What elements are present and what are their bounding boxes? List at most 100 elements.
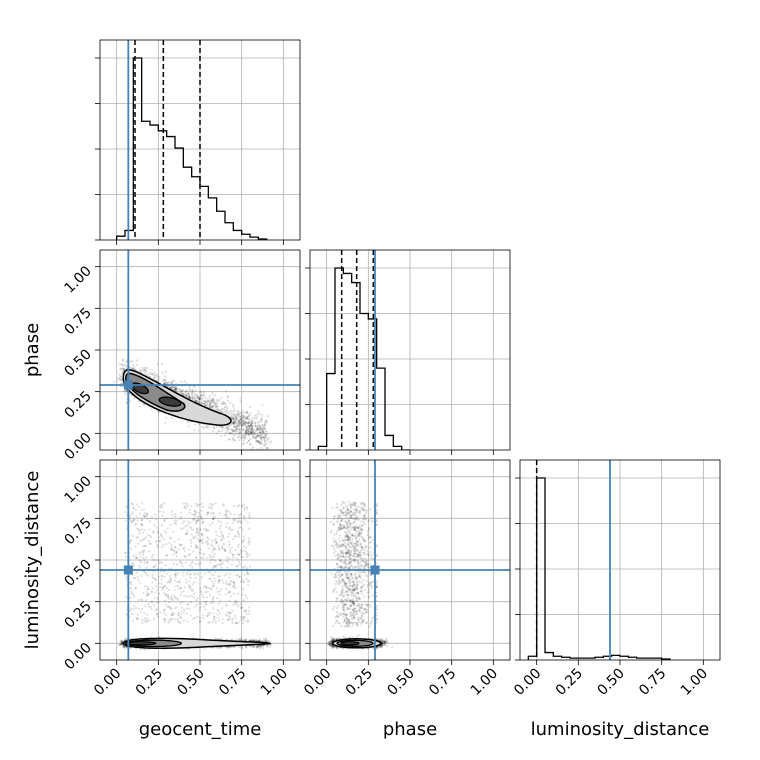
sample-point (170, 381, 174, 385)
sample-point (261, 429, 264, 432)
sample-point (119, 368, 122, 371)
sample-point (211, 517, 214, 521)
sample-point (213, 577, 216, 580)
sample-point (160, 506, 163, 509)
sample-point (218, 426, 221, 429)
sample-point (189, 585, 192, 588)
sample-point (227, 411, 230, 415)
sample-point (227, 614, 230, 617)
sample-point (343, 559, 346, 562)
sample-point (235, 424, 238, 427)
sample-point (164, 375, 167, 378)
sample-point (190, 588, 193, 592)
sample-point (206, 614, 209, 617)
sample-point (194, 576, 197, 580)
sample-point (247, 414, 250, 418)
sample-point (242, 539, 245, 543)
sample-point (187, 391, 190, 394)
sample-point (256, 426, 259, 429)
sample-point (202, 393, 205, 396)
sample-point (226, 638, 229, 641)
sample-point (215, 398, 219, 401)
sample-point (151, 573, 154, 576)
sample-point (121, 640, 124, 643)
sample-point (249, 431, 253, 434)
sample-point (239, 645, 242, 648)
sample-point (179, 602, 182, 605)
sample-point (212, 405, 215, 408)
sample-point (142, 369, 145, 372)
sample-point (225, 582, 228, 585)
sample-point (257, 434, 260, 437)
sample-point (208, 594, 212, 597)
sample-point (247, 427, 251, 430)
sample-point (243, 420, 247, 424)
sample-point (220, 402, 223, 405)
sample-point (230, 409, 233, 413)
sample-point (212, 427, 215, 430)
sample-point (194, 399, 197, 402)
sample-point (128, 609, 132, 613)
sample-point (130, 613, 134, 616)
sample-point (229, 528, 232, 532)
sample-point (268, 441, 271, 444)
sample-point (200, 394, 203, 397)
sample-point (225, 509, 228, 512)
sample-point (255, 435, 258, 438)
sample-point (267, 436, 270, 440)
sample-point (223, 513, 226, 517)
sample-point (262, 431, 265, 435)
sample-point (259, 645, 262, 648)
sample-point (264, 434, 267, 437)
sample-point (194, 397, 197, 400)
sample-point (262, 644, 265, 647)
sample-point (240, 512, 243, 515)
sample-point (169, 385, 172, 388)
sample-point (259, 447, 262, 450)
sample-point (242, 435, 245, 439)
sample-point (224, 412, 228, 416)
sample-point (173, 379, 176, 382)
sample-point (368, 566, 371, 569)
sample-point (215, 405, 218, 408)
sample-point (210, 555, 213, 558)
sample-point (170, 618, 174, 621)
sample-point (173, 579, 177, 582)
sample-point (193, 592, 196, 595)
sample-point (132, 518, 136, 521)
sample-point (231, 436, 235, 439)
sample-point (258, 431, 261, 434)
sample-point (248, 421, 251, 425)
sample-point (163, 620, 166, 624)
sample-point (232, 405, 235, 408)
sample-point (170, 594, 174, 597)
sample-point (122, 367, 125, 370)
sample-point (166, 527, 169, 530)
sample-point (236, 520, 239, 523)
sample-point (123, 645, 126, 648)
sample-point (202, 586, 205, 589)
sample-point (251, 428, 254, 431)
sample-point (225, 512, 228, 515)
sample-point (164, 381, 167, 384)
sample-point (197, 429, 200, 432)
sample-point (242, 580, 245, 583)
sample-point (138, 369, 141, 372)
sample-point (209, 502, 212, 506)
sample-point (239, 580, 242, 583)
sample-point (195, 544, 198, 547)
sample-point (180, 389, 183, 392)
sample-point (249, 431, 252, 435)
sample-point (258, 639, 262, 642)
sample-point (201, 532, 204, 536)
sample-point (207, 400, 210, 403)
sample-point (228, 401, 232, 405)
sample-point (227, 545, 231, 548)
sample-point (249, 420, 253, 424)
sample-point (235, 427, 238, 430)
sample-point (200, 401, 204, 405)
sample-point (198, 540, 201, 543)
sample-point (235, 601, 238, 604)
sample-point (207, 547, 210, 550)
sample-point (258, 425, 262, 428)
